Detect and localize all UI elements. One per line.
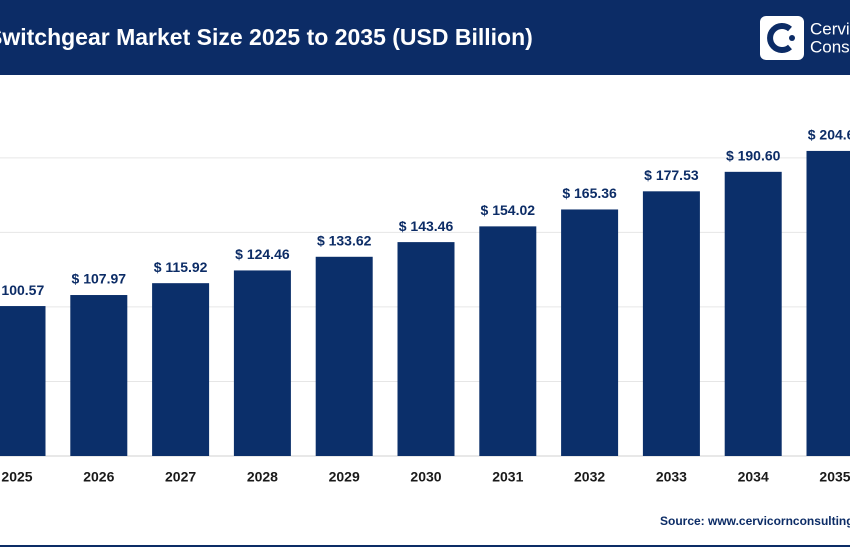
bar — [315, 256, 373, 456]
bar — [806, 150, 850, 456]
value-label: $ 190.60 — [726, 148, 781, 164]
logo-mark — [767, 23, 792, 53]
bar — [233, 270, 291, 456]
value-label: $ 124.46 — [235, 246, 290, 262]
value-label: $ 177.53 — [644, 167, 699, 183]
value-label: $ 107.97 — [72, 271, 127, 287]
brand-line: Cervicorn — [810, 19, 850, 38]
value-label: $ 165.36 — [562, 185, 617, 201]
value-label: $ 154.02 — [481, 202, 536, 218]
x-tick-label: 2031 — [492, 469, 523, 485]
brand-line: Consulting — [810, 37, 850, 56]
header-band — [0, 0, 850, 75]
value-label: $ 143.46 — [399, 218, 454, 234]
x-tick-label: 2034 — [738, 469, 769, 485]
bar — [724, 171, 782, 456]
value-label: $ 115.92 — [154, 259, 208, 275]
logo-box — [760, 16, 804, 60]
x-tick-label: 2028 — [247, 469, 278, 485]
bar — [0, 306, 46, 456]
x-tick-label: 2030 — [410, 469, 441, 485]
logo-dot — [789, 35, 795, 41]
bar — [397, 242, 455, 456]
x-tick-label: 2035 — [819, 469, 850, 485]
x-tick-label: 2029 — [329, 469, 360, 485]
x-tick-label: 2025 — [1, 469, 32, 485]
x-tick-label: 2026 — [83, 469, 114, 485]
value-label: $ 100.57 — [0, 282, 44, 298]
logo: Cervicorn Consulting — [760, 16, 850, 60]
x-tick-label: 2027 — [165, 469, 196, 485]
value-label: $ 133.62 — [317, 232, 372, 248]
chart-title: Switchgear Market Size 2025 to 2035 (USD… — [0, 24, 533, 50]
bar — [479, 226, 537, 456]
x-tick-label: 2033 — [656, 469, 687, 485]
bar — [642, 191, 700, 456]
bar — [152, 283, 210, 456]
bar — [561, 209, 619, 456]
source-note: Source: www.cervicornconsulting.com — [660, 514, 850, 528]
x-tick-label: 2032 — [574, 469, 605, 485]
value-label: $ 204.62 — [808, 127, 850, 143]
bar — [70, 295, 128, 456]
